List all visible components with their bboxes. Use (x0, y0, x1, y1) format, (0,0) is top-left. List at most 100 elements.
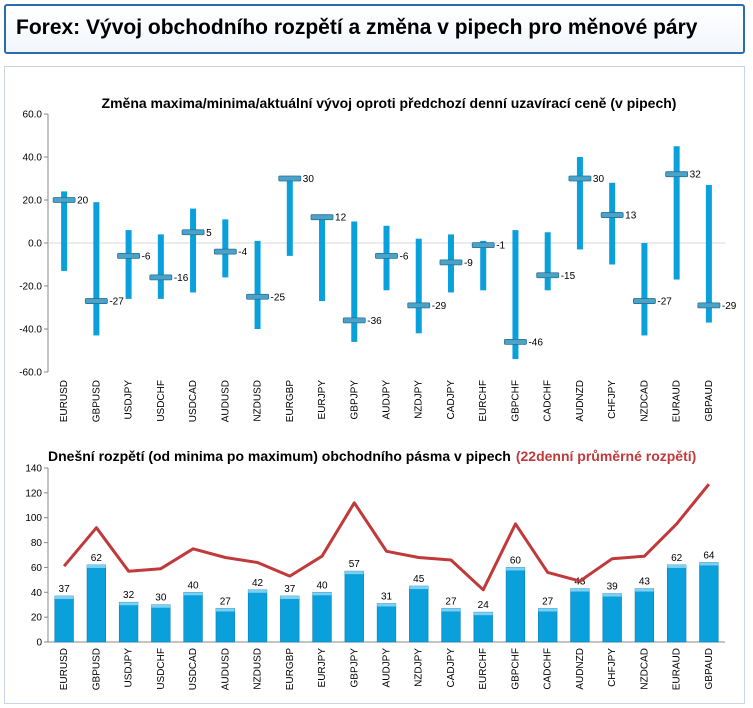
header-box: Forex: Vývoj obchodního rozpětí a změna … (4, 4, 745, 54)
x-tick-label: GBPUSD (91, 648, 102, 690)
y-tick-label: 0 (36, 638, 42, 649)
y-tick-label: -60.0 (19, 368, 42, 379)
range-bar (544, 232, 551, 291)
bar-highlight (602, 593, 622, 597)
range-bar (86, 564, 107, 643)
data-label: 43 (639, 577, 651, 588)
x-tick-label: CHFJPY (607, 380, 618, 419)
range-bar (409, 585, 429, 643)
data-label: 32 (123, 590, 135, 601)
x-tick-label: NZDUSD (253, 380, 264, 422)
bar-highlight (183, 592, 203, 596)
y-tick-label: -40.0 (19, 325, 42, 336)
chart2-title-main: Dnešní rozpětí (od minima po maximum) ob… (48, 448, 511, 464)
bar-highlight (699, 562, 719, 566)
x-tick-label: USDCAD (188, 380, 199, 422)
x-tick-label: GBPCHF (510, 648, 521, 690)
range-bar (480, 240, 487, 291)
close-marker (52, 197, 76, 203)
range-bar (634, 588, 655, 643)
x-tick-label: NZDCAD (639, 380, 650, 422)
close-marker (536, 272, 560, 279)
data-label: -27 (657, 297, 672, 308)
y-tick-label: 60 (31, 563, 43, 574)
data-label: 27 (445, 596, 457, 607)
x-tick-label: AUDUSD (220, 648, 231, 690)
close-marker (149, 274, 173, 281)
data-label: 5 (206, 228, 212, 239)
range-bar (190, 208, 197, 293)
x-tick-label: EURJPY (317, 380, 328, 420)
range-bar (576, 157, 583, 250)
data-label: -9 (464, 258, 473, 269)
range-bar (602, 593, 622, 643)
data-label: 24 (478, 600, 490, 611)
data-label: -29 (722, 301, 737, 312)
close-marker (568, 175, 592, 182)
range-bar (344, 570, 364, 643)
close-marker (342, 317, 366, 324)
range-bar (673, 146, 680, 280)
close-marker (600, 212, 624, 218)
close-marker (439, 259, 463, 266)
x-tick-label: NZDJPY (414, 648, 425, 687)
y-tick-label: 120 (25, 488, 42, 499)
x-tick-label: CADJPY (446, 380, 457, 420)
y-tick-label: 0.0 (28, 239, 42, 250)
data-label: 40 (188, 580, 200, 591)
page-title: Forex: Vývoj obchodního rozpětí a změna … (16, 16, 698, 39)
range-bar (538, 608, 558, 643)
y-tick-label: 140 (25, 464, 42, 475)
data-label: 45 (413, 574, 425, 585)
x-tick-label: EURAUD (672, 380, 683, 422)
bar-highlight (667, 564, 686, 568)
y-tick-label: 60.0 (23, 110, 43, 121)
y-tick-label: 80 (31, 538, 43, 549)
bar-highlight (119, 602, 138, 606)
x-tick-label: EURJPY (317, 648, 328, 688)
bar-highlight (441, 608, 461, 612)
x-tick-label: USDCHF (156, 380, 167, 422)
daily-range-chart: 140 120 100 80 60 40 20 0 37 EURUSD 62 GBPUSD 32 USDJ… (25, 464, 725, 690)
bar-highlight (248, 589, 267, 593)
x-tick-label: NZDCAD (639, 648, 650, 690)
x-tick-label: EURAUD (672, 648, 683, 690)
range-bar (247, 589, 268, 643)
x-tick-label: CADCHF (543, 380, 554, 422)
bar-highlight (87, 564, 106, 568)
x-tick-label: AUDJPY (382, 648, 393, 688)
x-tick-label: EURUSD (59, 380, 70, 422)
bar-highlight (215, 608, 235, 612)
x-tick-label: EURCHF (478, 648, 489, 690)
x-tick-label: USDJPY (124, 648, 135, 688)
data-label: -46 (528, 337, 543, 348)
close-marker (310, 214, 334, 221)
data-label: -1 (496, 241, 505, 252)
data-label: 27 (542, 596, 554, 607)
close-marker (84, 298, 108, 304)
data-label: 42 (252, 578, 264, 589)
range-bar (183, 591, 203, 643)
data-label: -16 (174, 273, 189, 284)
data-label: 12 (335, 213, 347, 224)
range-bar (61, 191, 68, 271)
data-label: 62 (671, 553, 683, 564)
data-label: 57 (349, 559, 361, 570)
x-tick-label: GBPCHF (510, 380, 521, 422)
close-marker (407, 302, 431, 309)
y-tick-label: 40 (31, 588, 43, 599)
data-label: 30 (593, 174, 605, 185)
data-label: -25 (271, 292, 286, 303)
range-bar (286, 178, 293, 256)
data-label: 27 (220, 596, 232, 607)
data-label: 37 (59, 584, 71, 595)
x-tick-label: AUDNZD (575, 648, 586, 690)
x-tick-label: CADCHF (543, 648, 554, 690)
data-label: 30 (303, 174, 315, 185)
average-range-line (62, 483, 711, 592)
y-tick-label: -20.0 (19, 282, 42, 293)
range-bar (157, 234, 164, 299)
bar-highlight (473, 612, 493, 616)
x-tick-label: EURCHF (478, 380, 489, 422)
